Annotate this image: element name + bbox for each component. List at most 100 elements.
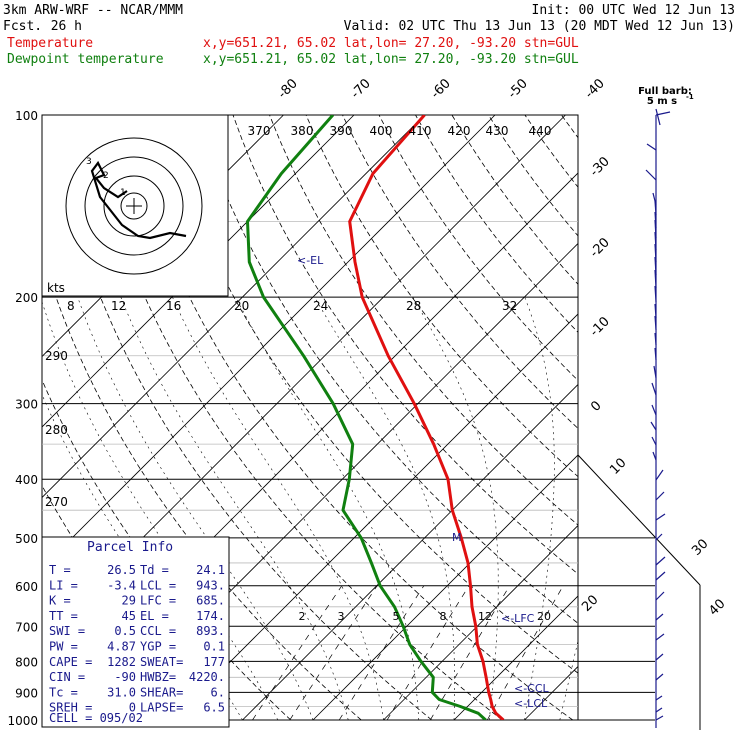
wind-barb bbox=[654, 256, 657, 276]
dry-adiabat-360 bbox=[305, 115, 578, 478]
mixing-ratio-line-20 bbox=[486, 585, 564, 720]
wind-barb bbox=[651, 436, 657, 446]
dry-adiabat-410 bbox=[488, 115, 578, 237]
isotherm-label-40: 40 bbox=[706, 597, 728, 619]
dry-adiabat-380 bbox=[378, 115, 578, 381]
parcel-row-8-value: 31.0 bbox=[107, 685, 136, 699]
hodograph-panel: 3 2 1 bbox=[41, 114, 229, 297]
theta-left-label-290: 290 bbox=[45, 349, 68, 363]
isotherm-40 bbox=[595, 115, 740, 720]
dry-adiabat-290 bbox=[50, 115, 433, 720]
pressure-label-100: 100 bbox=[15, 109, 38, 123]
isotherm--60 bbox=[42, 115, 496, 569]
parcel-row-8-label: Tc = bbox=[49, 685, 78, 699]
parcel-row-1-label: LI = bbox=[49, 578, 78, 592]
mixing-ratio-line-2 bbox=[252, 585, 343, 720]
dry-adiabat-400 bbox=[451, 115, 578, 285]
parcel-row-9-value: 0 bbox=[129, 701, 136, 715]
wind-barb bbox=[654, 303, 657, 319]
isotherm--70 bbox=[42, 115, 425, 499]
wind-barbs bbox=[645, 108, 671, 728]
parcel-row-3-label2: EL = bbox=[140, 609, 169, 623]
wind-barb bbox=[655, 653, 664, 661]
wind-barb-top bbox=[655, 111, 671, 116]
pressure-label-600: 600 bbox=[15, 580, 38, 594]
parcel-row-6-label2: SWEAT= bbox=[140, 655, 183, 669]
isotherm-label--40: -40 bbox=[582, 76, 608, 102]
parcel-row-7-value2: 4220. bbox=[189, 670, 225, 684]
pressure-label-800: 800 bbox=[15, 655, 38, 669]
parcel-row-0-value2: 24.1 bbox=[196, 563, 225, 577]
dry-adiabat-350 bbox=[269, 115, 578, 526]
moist-adiabat-25 bbox=[412, 296, 499, 720]
wind-barb bbox=[651, 382, 657, 396]
moist-adiabat-5 bbox=[120, 296, 349, 720]
hodo-speed-label-12: 12 bbox=[111, 299, 126, 313]
barb-key bbox=[655, 108, 661, 126]
parcel-row-0-value: 26.5 bbox=[107, 563, 136, 577]
wind-barb bbox=[655, 469, 664, 481]
hodo-ring-3 bbox=[84, 156, 184, 256]
isotherm-label-20: 20 bbox=[579, 593, 601, 615]
parcel-row-6-label: CAPE = bbox=[49, 655, 92, 669]
parcel-row-1-label2: LCL = bbox=[140, 578, 176, 592]
parcel-row-1-value: -3.4 bbox=[107, 578, 136, 592]
model-title: 3km ARW-WRF -- NCAR/MMM bbox=[3, 3, 183, 18]
parcel-row-4-label2: CCL = bbox=[140, 624, 176, 638]
moist-adiabat-15 bbox=[235, 296, 420, 720]
level-marker-lfc: <-LFC bbox=[501, 612, 535, 625]
wind-barb bbox=[655, 707, 663, 713]
theta-label-410: 410 bbox=[409, 124, 432, 138]
hodo-speed-label-24: 24 bbox=[313, 299, 328, 313]
parcel-row-1-value2: 943. bbox=[196, 578, 225, 592]
wind-barb bbox=[650, 421, 657, 431]
parcel-row-0-label2: Td = bbox=[140, 563, 169, 577]
barb-key-unit: 5 m s bbox=[647, 96, 677, 107]
theta-label-430: 430 bbox=[486, 124, 509, 138]
wind-barb bbox=[655, 533, 663, 541]
pressure-label-900: 900 bbox=[15, 686, 38, 700]
mean-wind-marker: M bbox=[452, 531, 462, 544]
moist-adiabat-35 bbox=[559, 639, 578, 720]
isotherm-20 bbox=[453, 595, 578, 720]
isotherm-label--20: -20 bbox=[587, 235, 613, 261]
wind-barb bbox=[655, 695, 663, 701]
hodo-label-1: 1 bbox=[120, 188, 126, 198]
mixing-ratio-label-20: 20 bbox=[537, 610, 551, 623]
parcel-row-3-value: 45 bbox=[122, 609, 136, 623]
parcel-row-2-label2: LFC = bbox=[140, 594, 176, 608]
isotherm-label-10: 10 bbox=[607, 456, 629, 478]
wind-barb bbox=[646, 143, 657, 151]
dewpoint-station-info: x,y=651.21, 65.02 lat,lon= 27.20, -93.20… bbox=[203, 52, 579, 67]
dry-adiabat-310 bbox=[123, 115, 574, 720]
level-marker-ccl: <-CCL bbox=[514, 682, 550, 695]
wind-barb bbox=[654, 285, 657, 303]
theta-label-400: 400 bbox=[370, 124, 393, 138]
dry-adiabat-420 bbox=[524, 115, 578, 188]
theta-left-label-270: 270 bbox=[45, 495, 68, 509]
moist-adiabat-20 bbox=[314, 296, 455, 720]
mixing-ratio-label-8: 8 bbox=[440, 610, 447, 623]
mixing-ratio-line-12 bbox=[429, 585, 510, 720]
parcel-row-5-label: PW = bbox=[49, 640, 78, 654]
wind-barb bbox=[655, 591, 665, 601]
mixing-ratio-label-2: 2 bbox=[299, 610, 306, 623]
barb-key-title: Full barb: bbox=[638, 86, 692, 97]
parcel-info-frame bbox=[41, 536, 230, 728]
wind-barb bbox=[645, 169, 657, 181]
mixing-ratio-label-3: 3 bbox=[338, 610, 345, 623]
hodo-ring-2 bbox=[103, 175, 165, 237]
init-time: Init: 00 UTC Wed 12 Jun 13 bbox=[532, 3, 736, 18]
pressure-label-700: 700 bbox=[15, 620, 38, 634]
hodo-speed-label-8: 8 bbox=[67, 299, 75, 313]
parcel-info-box: Parcel Info T = 26.5 Td = 24.1 LI = -3.4 LCL = 9… bbox=[41, 536, 230, 728]
mixing-ratio-line-8 bbox=[386, 585, 470, 720]
wind-barb bbox=[654, 332, 657, 346]
level-marker-lcl: <-LCL bbox=[514, 697, 548, 710]
moist-adiabat-40 bbox=[595, 297, 708, 720]
parcel-row-4-value2: 893. bbox=[196, 624, 225, 638]
wind-barb bbox=[655, 571, 666, 581]
temperature-trace bbox=[348, 115, 505, 720]
dewpoint-trace bbox=[246, 115, 487, 720]
wind-barb bbox=[654, 231, 657, 251]
